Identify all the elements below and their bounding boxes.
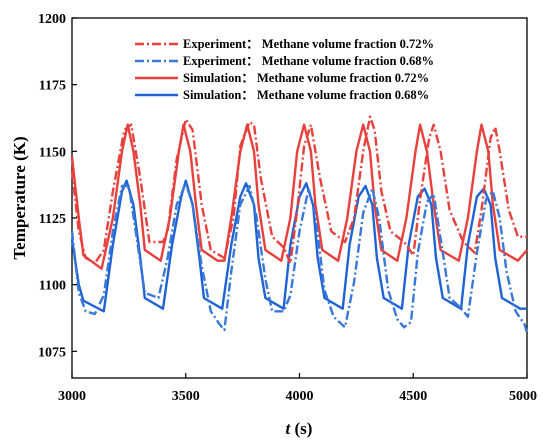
y-tick-label: 1100 bbox=[39, 279, 66, 294]
series-layer bbox=[70, 115, 529, 334]
y-tick-label: 1125 bbox=[39, 212, 66, 227]
x-tick-label: 4000 bbox=[286, 389, 314, 404]
legend-label-exp-068: Experiment： Methane volume fraction 0.68… bbox=[183, 54, 434, 68]
ticks-layer: 3000 3500 4000 4500 5000 1075 1100 1125 1150 1175… bbox=[38, 12, 537, 404]
x-tick-label: 4500 bbox=[399, 389, 427, 404]
y-axis-title: Temperature (K) bbox=[10, 136, 29, 259]
x-axis-var: t bbox=[286, 419, 292, 438]
legend-label-sim-072: Simulation： Methane volume fraction 0.72… bbox=[183, 71, 429, 85]
series-line-2 bbox=[70, 123, 528, 270]
x-axis-unit: (s) bbox=[290, 419, 312, 438]
series-line-1 bbox=[70, 182, 529, 334]
x-tick-label: 3000 bbox=[58, 389, 86, 404]
x-axis-title: t (s) bbox=[286, 419, 313, 438]
x-tick-label: 3500 bbox=[172, 389, 200, 404]
y-tick-label: 1075 bbox=[38, 345, 66, 360]
y-tick-label: 1175 bbox=[39, 79, 66, 94]
legend-label-exp-072: Experiment： Methane volume fraction 0.72… bbox=[183, 37, 434, 51]
legend-label-sim-068: Simulation： Methane volume fraction 0.68… bbox=[183, 88, 429, 102]
x-tick-label: 5000 bbox=[509, 389, 537, 404]
y-tick-label: 1150 bbox=[39, 145, 66, 160]
legend: Experiment： Methane volume fraction 0.72… bbox=[135, 37, 434, 102]
y-tick-label: 1200 bbox=[38, 12, 66, 27]
